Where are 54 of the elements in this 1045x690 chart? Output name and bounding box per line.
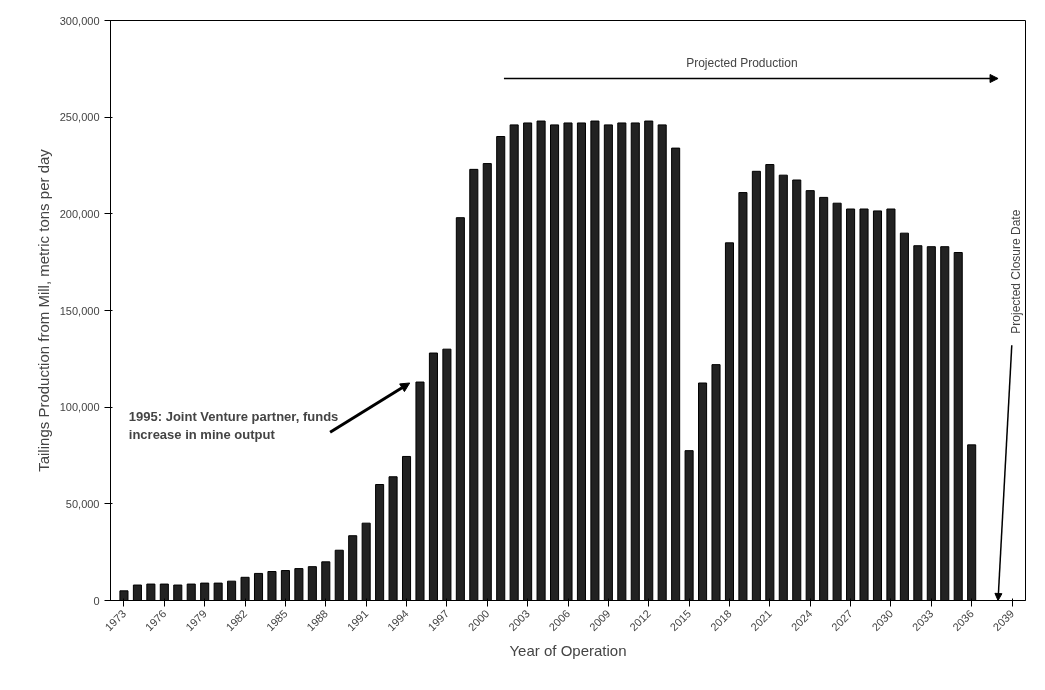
y-tick-label: 0 — [93, 594, 100, 607]
bar — [294, 568, 304, 601]
bar — [334, 549, 344, 601]
bar — [792, 179, 802, 601]
bar — [711, 364, 721, 601]
bar — [455, 217, 465, 601]
bar — [307, 566, 317, 601]
bar — [388, 476, 398, 601]
y-axis-title: Tailings Production from Mill, metric tons per day — [34, 148, 52, 472]
bar — [576, 122, 586, 601]
bar — [899, 232, 909, 601]
bar — [953, 252, 963, 601]
bar — [859, 208, 869, 601]
bar — [657, 124, 667, 601]
bar — [630, 122, 640, 601]
bar — [132, 584, 142, 601]
annotation: 1995: Joint Venture partner, funds increase in mine output — [128, 409, 339, 443]
bar — [267, 571, 277, 601]
y-tick-label: 150,000 — [59, 304, 100, 317]
bar — [375, 484, 385, 601]
y-tick-label: 250,000 — [59, 111, 100, 124]
bar — [173, 584, 183, 601]
annotation: Projected Production — [686, 55, 798, 70]
bar — [186, 583, 196, 601]
bar — [509, 124, 519, 601]
bar — [146, 583, 156, 601]
bar — [913, 245, 923, 601]
y-tick-label: 200,000 — [59, 207, 100, 220]
bar — [550, 124, 560, 601]
bar — [832, 202, 842, 601]
bar — [253, 572, 264, 601]
bar — [590, 120, 600, 601]
x-axis-title: Year of Operation — [509, 642, 627, 660]
bar — [617, 122, 627, 601]
bar — [469, 168, 479, 601]
bar — [751, 170, 761, 601]
bar — [698, 382, 708, 601]
bar — [738, 192, 748, 601]
bar — [536, 120, 546, 601]
y-tick-label: 50,000 — [65, 497, 100, 510]
y-tick-label: 300,000 — [59, 14, 100, 27]
bar — [778, 174, 788, 601]
bar — [415, 381, 425, 601]
bar — [671, 147, 681, 601]
bar — [428, 352, 438, 601]
annotation: Projected Closure Date — [1009, 209, 1024, 334]
bar — [496, 136, 506, 601]
bar — [940, 246, 950, 601]
bar — [819, 196, 829, 601]
bar — [227, 580, 237, 601]
bar — [872, 210, 883, 601]
bar — [348, 535, 358, 601]
bar — [213, 582, 223, 601]
y-tick-label: 100,000 — [59, 401, 100, 414]
